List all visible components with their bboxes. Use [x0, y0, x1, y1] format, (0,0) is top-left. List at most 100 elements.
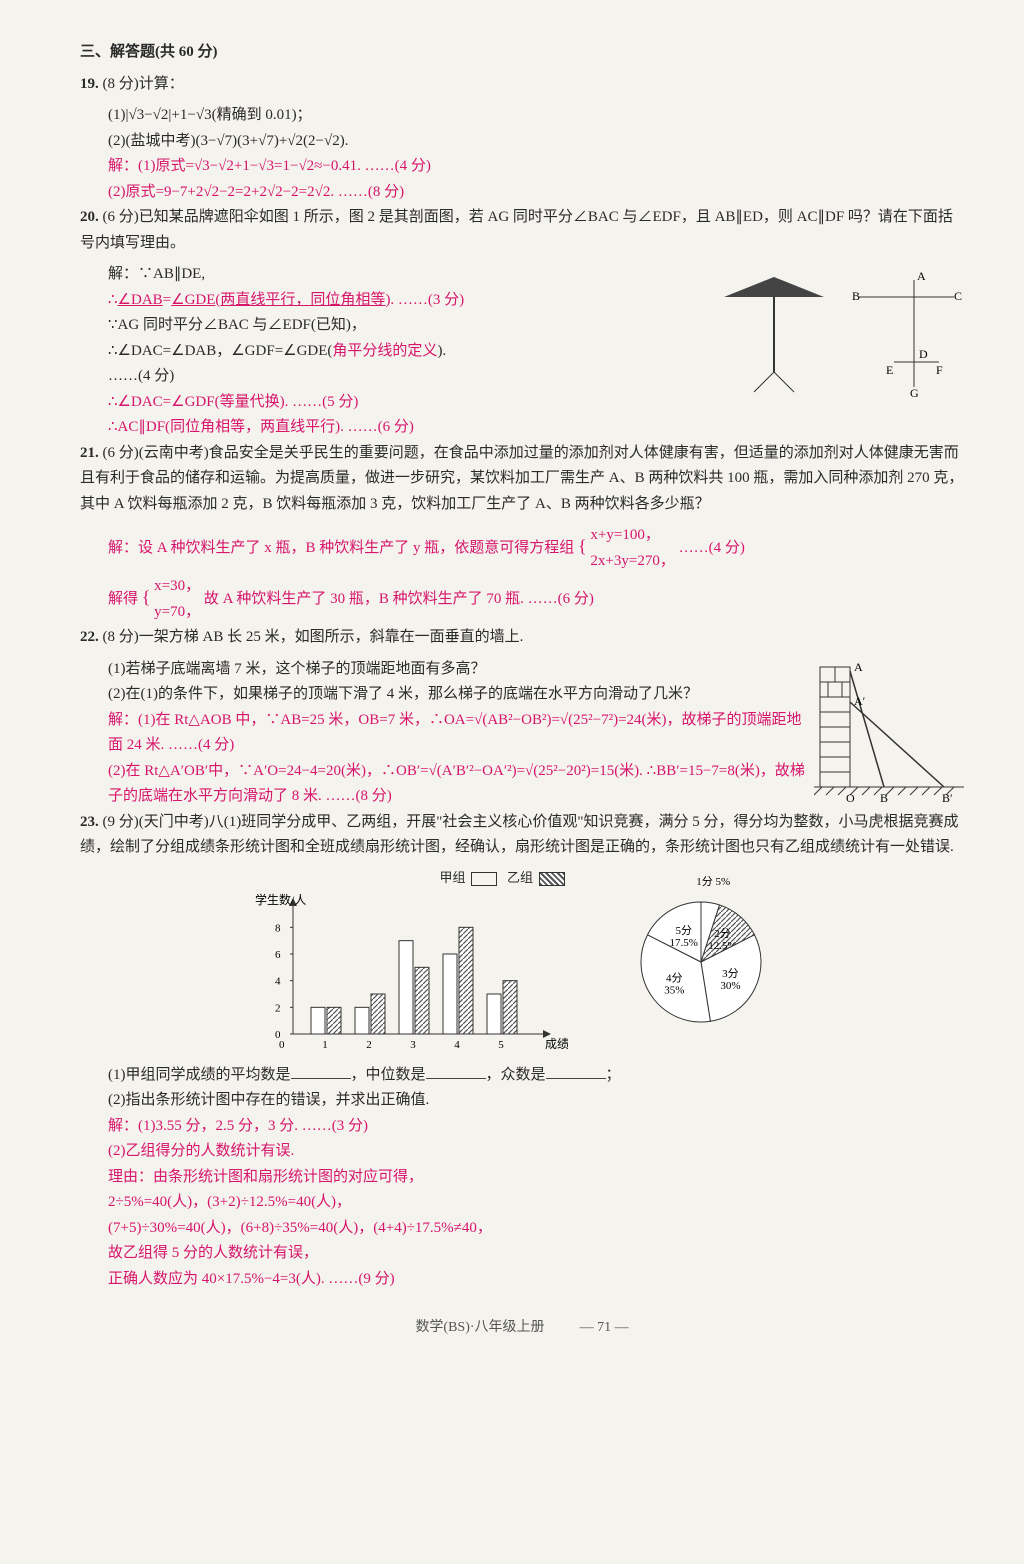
q23-a2: (2)乙组得分的人数统计有误.: [80, 1139, 964, 1165]
q23-q1d: ；: [606, 1067, 621, 1083]
q23-a6: 故乙组得 5 分的人数统计有误，: [80, 1241, 964, 1267]
q23-a5: (7+5)÷30%=40(人)，(6+8)÷35%=40(人)，(4+4)÷17…: [80, 1216, 964, 1242]
svg-text:3: 3: [410, 1039, 416, 1051]
lblF: F: [936, 363, 943, 377]
q20-l4: ∴∠DAC=∠DAB，∠GDF=∠GDE(角平分线的定义).: [108, 339, 706, 365]
q20-l6b: ). ……(5 分): [280, 394, 359, 410]
q21-a1a: 解：设 A 种饮料生产了 x 瓶，B 种饮料生产了 y 瓶，依题意可得方程组: [108, 540, 574, 556]
q22-A: A: [854, 660, 863, 674]
q21: 21. (6 分)(云南中考)食品安全是关乎民生的重要问题，在食品中添加过量的添…: [80, 441, 964, 518]
q20-l2u: ∠DAB: [118, 292, 163, 308]
q21-stem: (6 分)(云南中考)食品安全是关乎民生的重要问题，在食品中添加过量的添加剂对人…: [80, 445, 963, 512]
lblB: B: [852, 289, 860, 303]
q23-q1c: ，众数是: [486, 1067, 546, 1083]
lblA: A: [917, 269, 926, 283]
blank1[interactable]: [291, 1063, 351, 1079]
page-footer: 数学(BS)·八年级上册 — 71 —: [80, 1316, 964, 1340]
q20-l7: ∴AC∥DF(同位角相等，两直线平行). ……(6 分): [108, 415, 706, 441]
q23-barchart: 甲组 乙组 学生数/人成绩/分02468123450: [248, 867, 568, 1059]
blank3[interactable]: [546, 1063, 606, 1079]
q23-num: 23.: [80, 814, 99, 830]
q20-l5: ……(4 分): [108, 364, 706, 390]
q22-O: O: [846, 791, 855, 805]
q21-num: 21.: [80, 445, 99, 461]
q23-q1a: (1)甲组同学成绩的平均数是: [108, 1067, 291, 1083]
q23-q1b: ，中位数是: [351, 1067, 426, 1083]
svg-text:成绩/分: 成绩/分: [545, 1037, 568, 1051]
legend-yi-label: 乙组: [507, 870, 533, 885]
legend-jia-box: [471, 872, 497, 886]
lblG: G: [910, 386, 919, 400]
svg-text:4分: 4分: [666, 971, 683, 984]
q20-l7u: 同位角相等，两直线平行: [170, 419, 335, 435]
svg-text:35%: 35%: [664, 984, 684, 996]
q20-l4u: 角平分线的定义: [332, 343, 437, 359]
q20-l1: 解：∵AB∥DE,: [108, 262, 706, 288]
q23-q2: (2)指出条形统计图中存在的错误，并求出正确值.: [80, 1088, 964, 1114]
q21-sol2: y=70，: [154, 600, 200, 626]
q22-a1: 解：(1)在 Rt△AOB 中，∵AB=25 米，OB=7 米，∴OA=√(AB…: [108, 708, 806, 759]
svg-text:4: 4: [454, 1039, 460, 1051]
q20-l4b: ).: [437, 343, 446, 359]
svg-text:6: 6: [275, 949, 281, 961]
q21-sol1: x=30，: [154, 574, 200, 600]
q20-num: 20.: [80, 209, 99, 225]
q22-Ap: A′: [854, 694, 866, 708]
q23: 23. (9 分)(天门中考)八(1)班同学分成甲、乙两组，开展"社会主义核心价…: [80, 810, 964, 861]
q20-l6a: ∴∠DAC=∠GDF(: [108, 394, 220, 410]
section-title: 三、解答题(共 60 分): [80, 40, 964, 66]
footer-left: 数学(BS)·八年级上册: [415, 1320, 544, 1335]
q20-l2: ∴∠DAB=∠GDE(两直线平行，同位角相等). ……(3 分): [108, 288, 706, 314]
svg-text:5: 5: [498, 1039, 504, 1051]
q20-figure: A B C D E F G: [714, 262, 964, 402]
q23-a3: 理由：由条形统计图和扇形统计图的对应可得，: [80, 1165, 964, 1191]
svg-text:2: 2: [275, 1002, 281, 1014]
lblC: C: [954, 289, 962, 303]
q23-q1: (1)甲组同学成绩的平均数是 ，中位数是 ，众数是 ；: [80, 1063, 964, 1089]
svg-text:17.5%: 17.5%: [670, 936, 698, 948]
q19-p1: (1)|√3−√2|+1−√3(精确到 0.01)；: [80, 103, 964, 129]
svg-text:5分: 5分: [676, 923, 693, 936]
q19-num: 19.: [80, 76, 99, 92]
lblE: E: [886, 363, 893, 377]
q22-Bp: B′: [942, 791, 953, 805]
q21-a2b: 故 A 种饮料生产了 30 瓶，B 种饮料生产了 70 瓶. ……(6 分): [204, 591, 594, 607]
q20-l2b: =: [163, 292, 171, 308]
q19-a2: (2)原式=9−7+2√2−2=2+2√2−2=2√2. ……(8 分): [80, 180, 964, 206]
blank2[interactable]: [426, 1063, 486, 1079]
q20-l6: ∴∠DAC=∠GDF(等量代换). ……(5 分): [108, 390, 706, 416]
q20-l2d: ). ……(3 分): [385, 292, 464, 308]
q20-l2u2: ∠GDE: [171, 292, 215, 308]
q22-a2: (2)在 Rt△A′OB′中，∵A′O=24−4=20(米)，∴OB′=√(A′…: [108, 759, 806, 810]
q20-stem: (6 分)已知某品牌遮阳伞如图 1 所示，图 2 是其剖面图，若 AG 同时平分…: [80, 209, 953, 251]
svg-text:3分: 3分: [722, 966, 739, 979]
q19: 19. (8 分)计算：: [80, 72, 964, 98]
legend-jia-label: 甲组: [439, 870, 465, 885]
svg-text:0: 0: [279, 1039, 285, 1051]
q20-l7b: ). ……(6 分): [335, 419, 414, 435]
svg-text:学生数/人: 学生数/人: [255, 892, 306, 907]
q21-sys2: 2x+3y=270，: [590, 549, 674, 575]
q20: 20. (6 分)已知某品牌遮阳伞如图 1 所示，图 2 是其剖面图，若 AG …: [80, 205, 964, 256]
q21-a1: 解：设 A 种饮料生产了 x 瓶，B 种饮料生产了 y 瓶，依题意可得方程组 {…: [80, 523, 964, 574]
q21-a2: 解得 { x=30， y=70， 故 A 种饮料生产了 30 瓶，B 种饮料生产…: [80, 574, 964, 625]
svg-text:4: 4: [275, 975, 281, 987]
q22-p2: (2)在(1)的条件下，如果梯子的顶端下滑了 4 米，那么梯子的底端在水平方向滑…: [108, 682, 806, 708]
svg-text:1: 1: [322, 1039, 328, 1051]
svg-text:1分 5%: 1分 5%: [696, 874, 730, 887]
q22-p1: (1)若梯子底端离墙 7 米，这个梯子的顶端距地面有多高？: [108, 657, 806, 683]
q20-l2u3: 两直线平行，同位角相等: [220, 292, 385, 308]
lblD: D: [919, 347, 928, 361]
svg-text:30%: 30%: [720, 979, 740, 991]
q22-num: 22.: [80, 629, 99, 645]
q22-B: B: [880, 791, 888, 805]
q22-stem: (8 分)一架方梯 AB 长 25 米，如图所示，斜靠在一面垂直的墙上.: [103, 629, 524, 645]
q20-l2a: ∴: [108, 292, 118, 308]
q20-l7a: ∴AC∥DF(: [108, 419, 170, 435]
q19-a1: 解：(1)原式=√3−√2+1−√3=1−√2≈−0.41. ……(4 分): [80, 154, 964, 180]
q20-l4a: ∴∠DAC=∠DAB，∠GDF=∠GDE(: [108, 343, 332, 359]
q22: 22. (8 分)一架方梯 AB 长 25 米，如图所示，斜靠在一面垂直的墙上.: [80, 625, 964, 651]
svg-text:2分: 2分: [714, 926, 731, 939]
q21-a2a: 解得: [108, 591, 138, 607]
q20-l3: ∵AG 同时平分∠BAC 与∠EDF(已知)，: [108, 313, 706, 339]
